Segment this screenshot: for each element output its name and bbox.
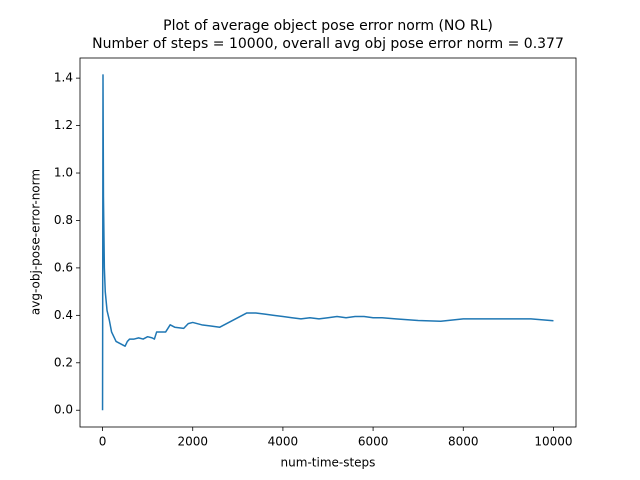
x-tick-label: 6000 bbox=[358, 435, 389, 449]
x-tick-label: 2000 bbox=[177, 435, 208, 449]
x-tick-label: 10000 bbox=[534, 435, 572, 449]
plot-frame bbox=[79, 57, 577, 428]
y-tick-label: 1.2 bbox=[54, 118, 73, 132]
y-axis-label: avg-obj-pose-error-norm bbox=[29, 169, 43, 315]
chart-subtitle: Number of steps = 10000, overall avg obj… bbox=[92, 36, 564, 52]
chart-title: Plot of average object pose error norm (… bbox=[163, 18, 493, 34]
y-tick-label: 1.4 bbox=[54, 71, 73, 85]
y-tick-label: 0.0 bbox=[54, 403, 73, 417]
y-tick-label: 0.2 bbox=[54, 355, 73, 369]
x-tick-label: 4000 bbox=[268, 435, 299, 449]
y-tick-label: 0.4 bbox=[54, 308, 73, 322]
x-tick-label: 0 bbox=[99, 435, 107, 449]
y-tick-label: 0.6 bbox=[54, 260, 73, 274]
y-tick-label: 0.8 bbox=[54, 213, 73, 227]
data-line bbox=[101, 74, 554, 411]
y-tick-label: 1.0 bbox=[54, 166, 73, 180]
x-tick-label: 8000 bbox=[448, 435, 479, 449]
x-axis-label: num-time-steps bbox=[281, 456, 376, 470]
